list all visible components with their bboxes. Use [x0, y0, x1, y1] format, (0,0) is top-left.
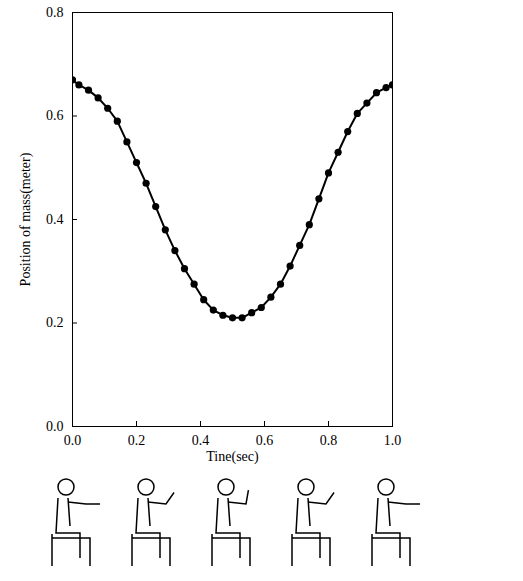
svg-text:0.6: 0.6	[46, 108, 64, 123]
svg-text:0.4: 0.4	[192, 433, 210, 448]
svg-text:0.8: 0.8	[320, 433, 338, 448]
svg-text:0.0: 0.0	[64, 433, 82, 448]
svg-text:0.8: 0.8	[46, 5, 64, 20]
svg-text:1.0: 1.0	[384, 433, 402, 448]
svg-text:0.2: 0.2	[128, 433, 146, 448]
svg-text:0.2: 0.2	[46, 315, 64, 330]
svg-text:0.6: 0.6	[256, 433, 274, 448]
svg-text:0.4: 0.4	[46, 212, 64, 227]
svg-text:Position of mass(meter): Position of mass(meter)	[18, 152, 34, 286]
svg-text:0.0: 0.0	[46, 419, 64, 434]
svg-text:Tine(sec): Tine(sec)	[206, 449, 259, 465]
